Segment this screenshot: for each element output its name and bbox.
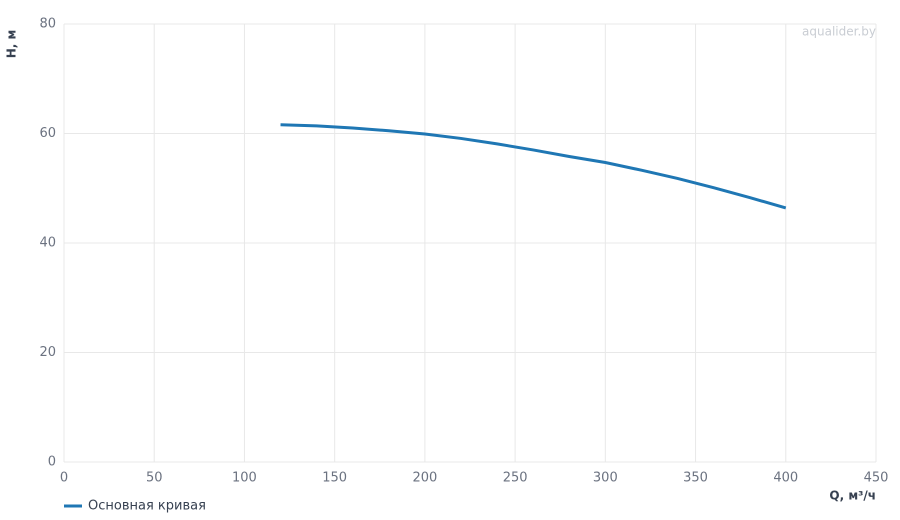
x-tick-label: 350 — [683, 471, 708, 486]
y-tick-label: 20 — [39, 345, 56, 360]
x-tick-label: 250 — [503, 471, 528, 486]
y-tick-label: 60 — [39, 126, 56, 141]
x-tick-label: 0 — [60, 471, 68, 486]
legend-label: Основная кривая — [88, 499, 206, 514]
x-axis-label: Q, м³/ч — [829, 489, 876, 503]
x-tick-label: 150 — [322, 471, 347, 486]
x-tick-label: 50 — [146, 471, 163, 486]
y-tick-label: 40 — [39, 236, 56, 251]
y-tick-label: 0 — [48, 455, 56, 470]
watermark: aqualider.by — [802, 25, 876, 39]
y-tick-label: 80 — [39, 17, 56, 32]
x-tick-label: 100 — [232, 471, 257, 486]
x-tick-label: 300 — [593, 471, 618, 486]
y-axis-label: H, м — [5, 30, 19, 59]
x-tick-label: 400 — [773, 471, 798, 486]
x-tick-label: 200 — [412, 471, 437, 486]
data-line — [280, 123, 787, 210]
x-tick-label: 450 — [864, 471, 889, 486]
